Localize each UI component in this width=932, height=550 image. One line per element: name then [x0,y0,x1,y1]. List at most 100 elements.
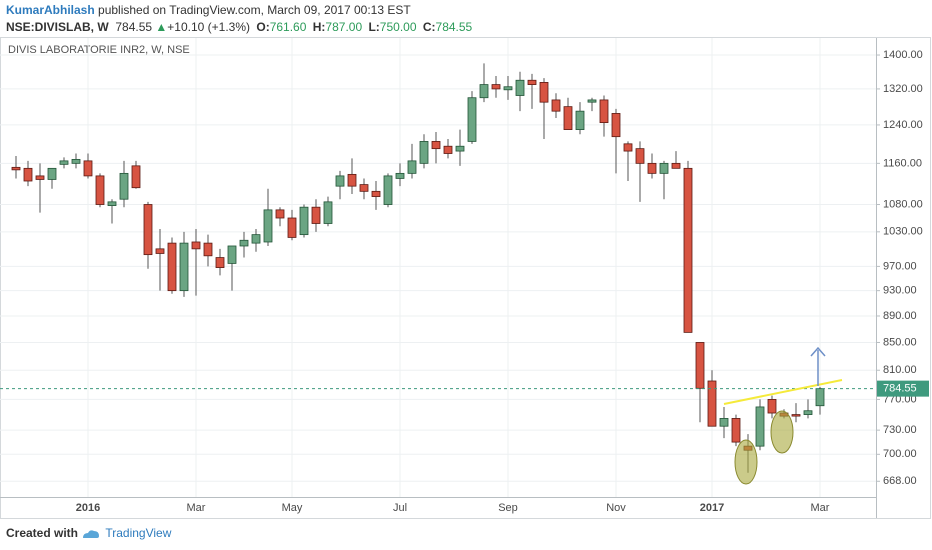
trend-line [723,379,843,405]
candle-body [527,79,537,85]
ohlc-label: H: [312,20,326,34]
price-tag-label: 784.55 [883,383,917,395]
candle-body [539,82,549,103]
candle-body [695,342,705,389]
candles [0,63,876,473]
candle-body [515,79,525,96]
arrow: ▲ [155,20,168,34]
grid [0,38,876,497]
header-line: NSE:DIVISLAB, W 784.55 ▲+10.10 (+1.3%) O… [6,19,472,36]
candle-body [83,160,93,177]
candle-body [239,239,249,247]
candle-body [767,399,777,414]
candle-body [71,158,81,164]
candle-body [11,166,21,171]
highlight-ellipse [734,439,758,485]
candle-body [35,175,45,180]
candle-body [707,380,717,427]
ohlc-label: O: [256,20,270,34]
candle-body [203,242,213,257]
x-tick-label: Mar [811,502,830,514]
x-tick-label: Mar [187,502,206,514]
axes: 1400.00 1320.00 1240.00 1160.00 1080.00 1030.… [76,49,929,514]
candle-body [263,209,273,243]
change: +10.10 (+1.3%) [167,20,251,34]
candle-body [551,99,561,112]
candle-body [335,175,345,187]
candle-body [815,388,825,407]
candle-body [323,201,333,224]
y-tick-label: 810.00 [883,364,917,376]
candle-body [575,110,585,131]
candle-body [347,173,357,187]
candle-body [455,145,465,152]
candle-body [23,167,33,182]
x-tick-label: 2017 [700,502,724,514]
candle-body [419,141,429,164]
candle-body [479,84,489,99]
chart-title: DIVIS LABORATORIE INR2, W, NSE [8,44,190,56]
author[interactable]: KumarAbhilash [6,3,95,17]
candle-body [587,99,597,103]
y-tick-label: 850.00 [883,336,917,348]
y-tick-label: 1160.00 [883,157,922,169]
candle-body [299,206,309,236]
candle-body [155,248,165,254]
candle-body [443,145,453,154]
candle-body [719,418,729,427]
candle-body [491,84,501,90]
published: published on TradingView.com, March 09, … [98,3,411,17]
candle-body [191,241,201,250]
x-tick-label: Jul [393,502,407,514]
footer: Created with TradingView [6,526,171,540]
candle-body [803,410,813,415]
candle-body [659,162,669,174]
brand[interactable]: TradingView [105,526,172,540]
candle-body [431,141,441,150]
x-tick-label: Sep [498,502,518,514]
candle-body [563,106,573,131]
last-price: 784.55 [115,20,153,34]
y-tick-label: 1240.00 [883,119,923,131]
highlight-ellipse [770,410,794,454]
x-tick-label: 2016 [76,502,100,514]
ohlc-value: 750.00 [379,20,417,34]
y-tick-label: 970.00 [883,260,917,272]
y-tick-label: 1030.00 [883,226,923,238]
candle-body [791,414,801,417]
y-tick-label: 1320.00 [883,83,923,95]
candle-body [731,418,741,443]
candle-body [287,217,297,238]
symbol: NSE:DIVISLAB, W [6,20,109,34]
candle-body [395,172,405,179]
price-tag [877,380,929,397]
ohlc-value: 784.55 [435,20,473,34]
candle-body [143,204,153,256]
y-tick-label: 1400.00 [883,49,923,61]
candle-body [167,242,177,292]
candle-body [95,175,105,205]
candle-body [623,143,633,152]
candle-body [407,160,417,174]
candle-body [179,242,189,292]
ohlc-value: 761.60 [269,20,307,34]
candle-body [383,175,393,205]
y-tick-label: 890.00 [883,310,917,322]
candle-body [119,172,129,200]
y-tick-label: 930.00 [883,285,917,297]
candle-body [359,184,369,192]
candle-body [131,165,141,189]
candle-body [671,162,681,169]
ohlc-label: C: [422,20,436,34]
candle-body [599,99,609,124]
candle-body [251,234,261,244]
candle-body [371,190,381,197]
candle-body [215,257,225,268]
x-tick-label: Nov [606,502,626,514]
candle-body [611,113,621,138]
ohlc-label: L: [368,20,380,34]
candle-body [227,245,237,264]
candle-body [647,162,657,174]
candle-body [59,160,69,165]
candle-body [311,206,321,224]
